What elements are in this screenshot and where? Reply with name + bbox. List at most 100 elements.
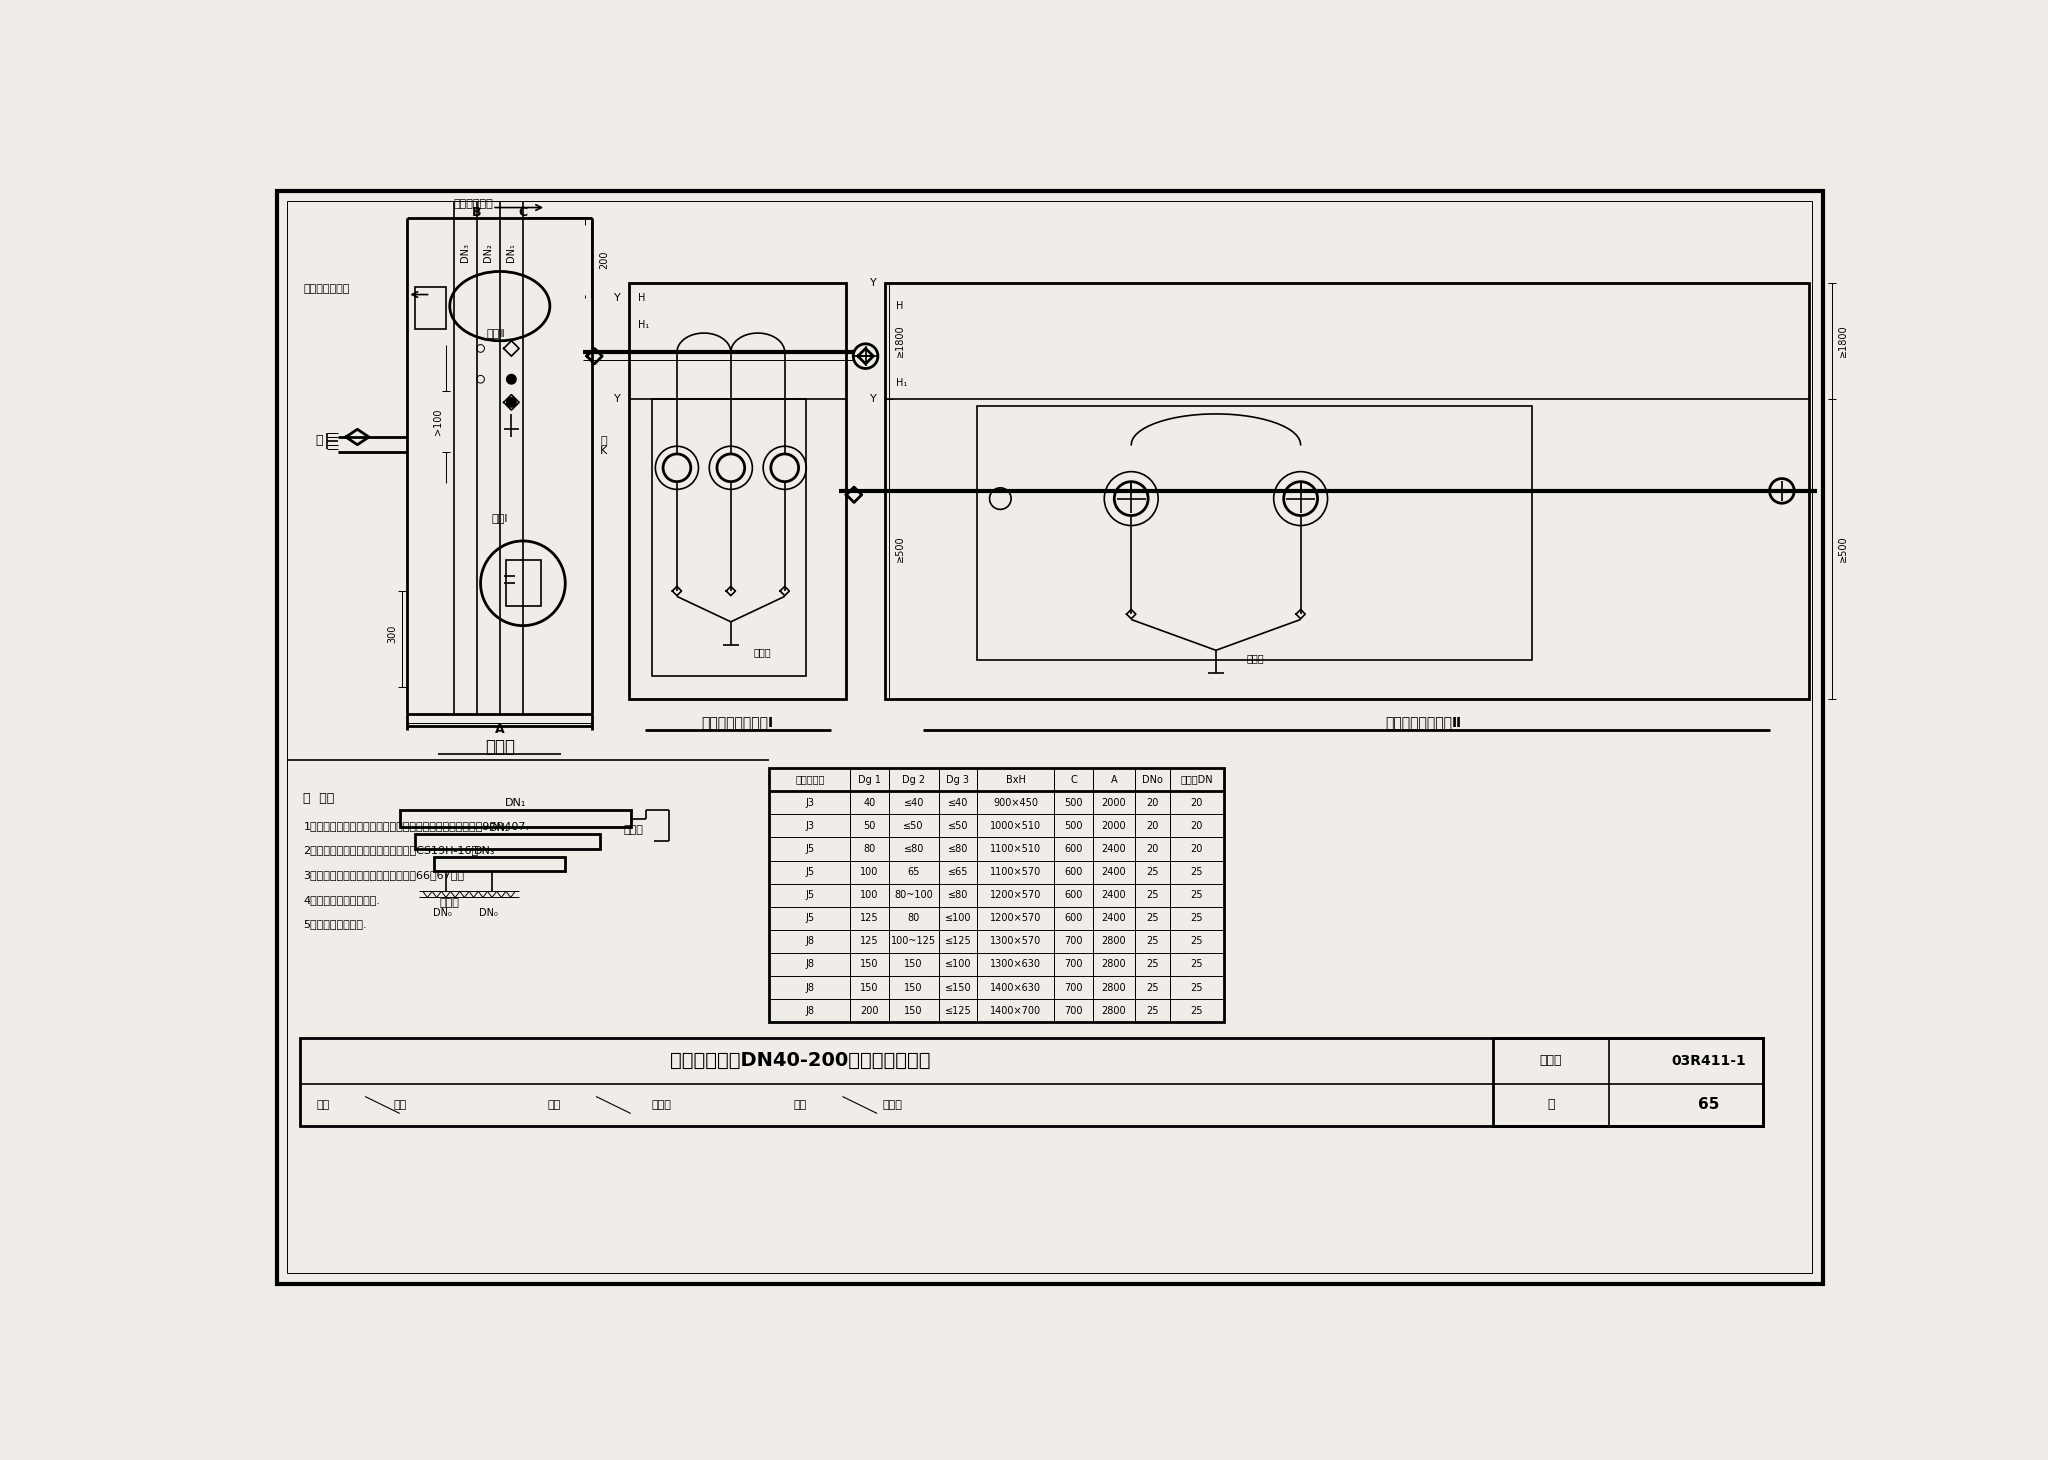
Text: 2400: 2400	[1102, 914, 1126, 923]
Text: DN₀: DN₀	[479, 908, 498, 918]
Text: 2800: 2800	[1102, 1006, 1126, 1016]
Text: DN₁: DN₁	[506, 242, 516, 261]
Text: 25: 25	[1190, 914, 1202, 923]
Text: ≤40: ≤40	[903, 797, 924, 807]
Text: 刘明: 刘明	[393, 1099, 406, 1110]
Text: ≤150: ≤150	[944, 983, 971, 993]
Text: 方案Ⅰ: 方案Ⅰ	[492, 512, 508, 523]
Text: 25: 25	[1147, 936, 1159, 946]
Bar	[651, 399, 807, 676]
Text: ≤80: ≤80	[903, 844, 924, 854]
Bar	[399, 810, 631, 828]
Text: 25: 25	[1147, 867, 1159, 877]
Text: J5: J5	[805, 891, 815, 901]
Text: 500: 500	[1065, 821, 1083, 831]
Text: 1、蒸汽管集水管及起动疏水装置参见动力设施国家标准图集97R407.: 1、蒸汽管集水管及起动疏水装置参见动力设施国家标准图集97R407.	[303, 821, 530, 831]
Text: 150: 150	[860, 959, 879, 969]
Text: 80~100: 80~100	[895, 891, 934, 901]
Text: 80: 80	[907, 914, 920, 923]
Text: 700: 700	[1065, 959, 1083, 969]
Text: DN₁: DN₁	[504, 797, 526, 807]
Text: 25: 25	[1147, 914, 1159, 923]
Text: 100: 100	[860, 891, 879, 901]
Text: ≤125: ≤125	[944, 936, 971, 946]
Text: 附  注：: 附 注：	[303, 793, 334, 806]
Text: 20: 20	[1190, 844, 1202, 854]
Text: 600: 600	[1065, 914, 1083, 923]
Text: DN₃: DN₃	[461, 242, 471, 261]
Text: 200: 200	[860, 1006, 879, 1016]
Text: 150: 150	[905, 1006, 924, 1016]
Text: 2800: 2800	[1102, 936, 1126, 946]
Circle shape	[506, 397, 516, 407]
Text: 20: 20	[1190, 797, 1202, 807]
Text: 80: 80	[864, 844, 877, 854]
Text: ≤100: ≤100	[944, 959, 971, 969]
Text: 2400: 2400	[1102, 844, 1126, 854]
Text: ≤40: ≤40	[948, 797, 969, 807]
Text: 20: 20	[1147, 797, 1159, 807]
Text: 25: 25	[1147, 1006, 1159, 1016]
Text: Dg 3: Dg 3	[946, 775, 969, 784]
Text: 1100×510: 1100×510	[989, 844, 1040, 854]
Text: J8: J8	[805, 959, 815, 969]
Text: 1300×570: 1300×570	[989, 936, 1040, 946]
Text: 集水管: 集水管	[623, 825, 643, 835]
Text: 蒸汽流动方向: 蒸汽流动方向	[453, 200, 494, 209]
Text: 300: 300	[387, 625, 397, 642]
Text: J3: J3	[805, 797, 815, 807]
Bar	[416, 834, 600, 848]
Text: 页: 页	[1546, 1098, 1554, 1111]
Text: H₁: H₁	[897, 378, 907, 388]
Text: 700: 700	[1065, 936, 1083, 946]
Text: ≤50: ≤50	[948, 821, 969, 831]
Text: Y: Y	[870, 394, 877, 403]
Text: ≤100: ≤100	[944, 914, 971, 923]
Text: 700: 700	[1065, 1006, 1083, 1016]
Text: 150: 150	[905, 983, 924, 993]
Text: 125: 125	[860, 936, 879, 946]
Text: 4、井内凝结水管需保温.: 4、井内凝结水管需保温.	[303, 895, 381, 905]
Text: DN₂: DN₂	[489, 823, 510, 834]
Text: J3: J3	[805, 821, 815, 831]
Text: 平面图: 平面图	[485, 737, 514, 755]
Bar	[885, 283, 1808, 699]
Text: C: C	[518, 206, 528, 219]
Text: 设计: 设计	[793, 1099, 807, 1110]
Text: 50: 50	[864, 821, 877, 831]
Text: 3、抽水器制造图、安装图见本图集第66、67页。: 3、抽水器制造图、安装图见本图集第66、67页。	[303, 870, 465, 880]
Text: 甲－甲剖面图方案Ⅱ: 甲－甲剖面图方案Ⅱ	[1386, 715, 1462, 729]
Text: 100~125: 100~125	[891, 936, 936, 946]
Text: 25: 25	[1190, 983, 1202, 993]
Text: 1100×570: 1100×570	[989, 867, 1040, 877]
Text: H₁: H₁	[639, 320, 649, 330]
Text: ≤80: ≤80	[948, 844, 969, 854]
Text: 1200×570: 1200×570	[989, 891, 1040, 901]
Text: 600: 600	[1065, 891, 1083, 901]
Text: 检查井编号: 检查井编号	[795, 775, 825, 784]
Text: 石中东: 石中东	[651, 1099, 672, 1110]
Text: B: B	[471, 206, 481, 219]
Text: 25: 25	[1190, 936, 1202, 946]
Text: H: H	[897, 301, 903, 311]
Text: DNo: DNo	[1143, 775, 1163, 784]
Text: 牛进才: 牛进才	[883, 1099, 903, 1110]
Text: 集水管: 集水管	[1247, 653, 1264, 663]
Text: 疏水器: 疏水器	[440, 898, 459, 908]
Text: C: C	[1071, 775, 1077, 784]
Text: J5: J5	[805, 867, 815, 877]
Text: 2400: 2400	[1102, 867, 1126, 877]
Text: ≥1800: ≥1800	[1839, 324, 1849, 358]
Text: 200: 200	[598, 251, 608, 269]
Text: K: K	[600, 445, 608, 456]
Text: 甲: 甲	[315, 435, 322, 447]
Text: 65: 65	[1698, 1098, 1720, 1113]
Text: 1000×510: 1000×510	[989, 821, 1040, 831]
Text: 700: 700	[1065, 983, 1083, 993]
Text: 2000: 2000	[1102, 821, 1126, 831]
Bar	[416, 286, 446, 328]
Text: 125: 125	[860, 914, 879, 923]
Text: 1400×700: 1400×700	[989, 1006, 1040, 1016]
Text: ≤50: ≤50	[903, 821, 924, 831]
Text: BxH: BxH	[1006, 775, 1026, 784]
